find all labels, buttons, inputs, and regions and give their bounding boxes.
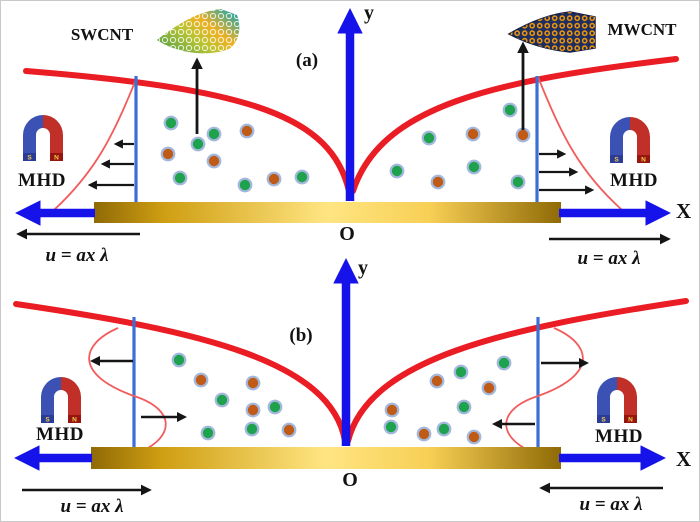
y-axis-label-b: y bbox=[358, 257, 368, 279]
green-nanoparticle bbox=[237, 177, 253, 193]
x-axis-label-b: X bbox=[676, 447, 692, 471]
green-nanoparticle bbox=[389, 163, 405, 179]
velocity-profile-b-left bbox=[88, 327, 167, 452]
origin-label-b: O bbox=[342, 469, 358, 491]
green-nanoparticle bbox=[421, 130, 437, 146]
green-nanoparticle bbox=[510, 174, 526, 190]
velocity-arrows-b-right bbox=[491, 357, 590, 430]
green-nanoparticle bbox=[163, 115, 179, 131]
mhd-label-b-left: MHD bbox=[36, 424, 84, 445]
green-nanoparticle bbox=[294, 169, 310, 185]
orange-nanoparticle bbox=[193, 372, 209, 388]
boundary-layer-curve-a-right bbox=[350, 56, 679, 194]
green-nanoparticle bbox=[456, 399, 472, 415]
green-nanoparticle bbox=[502, 102, 518, 118]
orange-nanoparticle bbox=[515, 127, 531, 143]
green-nanoparticle bbox=[244, 421, 260, 437]
magnet-a-left bbox=[23, 115, 63, 162]
green-nanoparticle bbox=[206, 126, 222, 142]
green-nanoparticle bbox=[453, 364, 469, 380]
boundary-layer-curve-b-left bbox=[13, 301, 348, 444]
mwcnt-illustration bbox=[507, 11, 596, 53]
shrinking-sheet-b bbox=[91, 447, 561, 469]
orange-nanoparticle bbox=[206, 153, 222, 169]
green-nanoparticle bbox=[267, 399, 283, 415]
panel-a bbox=[15, 8, 679, 245]
velocity-profile-a-right bbox=[537, 76, 623, 211]
particles-a bbox=[160, 102, 531, 193]
green-nanoparticle bbox=[383, 419, 399, 435]
orange-nanoparticle bbox=[416, 426, 432, 442]
green-nanoparticle bbox=[171, 352, 187, 368]
y-axis-label-a: y bbox=[364, 2, 374, 24]
orange-nanoparticle bbox=[239, 123, 255, 139]
wall-velocity-eq-b-left: u = ax λ bbox=[60, 496, 124, 517]
velocity-arrows-a-right bbox=[539, 149, 595, 195]
green-nanoparticle bbox=[436, 421, 452, 437]
velocity-profile-b-right bbox=[505, 327, 584, 452]
panel-b bbox=[13, 258, 689, 496]
orange-nanoparticle bbox=[266, 171, 282, 187]
origin-label-a: O bbox=[339, 223, 355, 245]
mwcnt-label: MWCNT bbox=[607, 20, 677, 39]
magnet-b-right bbox=[597, 377, 637, 424]
x-axis-label-a: X bbox=[676, 199, 692, 223]
magnet-a-right bbox=[610, 117, 650, 164]
orange-nanoparticle bbox=[466, 429, 482, 445]
swcnt-label: SWCNT bbox=[70, 25, 134, 44]
mhd-label-a-right: MHD bbox=[610, 170, 658, 191]
orange-nanoparticle bbox=[281, 422, 297, 438]
panel-b-tag: (b) bbox=[289, 325, 313, 346]
mhd-label-a-left: MHD bbox=[18, 170, 66, 191]
velocity-arrows-b-left bbox=[89, 355, 188, 423]
orange-nanoparticle bbox=[245, 375, 261, 391]
velocity-arrows-a-left bbox=[87, 139, 134, 190]
wall-velocity-eq-b-right: u = ax λ bbox=[579, 494, 643, 515]
orange-nanoparticle bbox=[430, 174, 446, 190]
orange-nanoparticle bbox=[160, 146, 176, 162]
orange-nanoparticle bbox=[481, 380, 497, 396]
orange-nanoparticle bbox=[245, 402, 261, 418]
velocity-profile-a-left bbox=[53, 76, 138, 211]
wall-velocity-eq-a-left: u = ax λ bbox=[45, 245, 109, 266]
green-nanoparticle bbox=[200, 425, 216, 441]
green-nanoparticle bbox=[190, 136, 206, 152]
boundary-layer-curve-b-right bbox=[345, 298, 689, 444]
swcnt-illustration bbox=[157, 9, 240, 54]
orange-nanoparticle bbox=[384, 402, 400, 418]
orange-nanoparticle bbox=[429, 373, 445, 389]
green-nanoparticle bbox=[466, 159, 482, 175]
green-nanoparticle bbox=[214, 392, 230, 408]
boundary-layer-curve-a-left bbox=[23, 68, 352, 194]
magnet-b-left bbox=[41, 377, 81, 424]
particles-b bbox=[171, 352, 512, 445]
mhd-label-b-right: MHD bbox=[595, 426, 643, 447]
panel-a-tag: (a) bbox=[295, 50, 319, 71]
stretching-sheet-a bbox=[94, 202, 561, 223]
green-nanoparticle bbox=[496, 355, 512, 371]
orange-nanoparticle bbox=[465, 126, 481, 142]
green-nanoparticle bbox=[172, 170, 188, 186]
wall-velocity-eq-a-right: u = ax λ bbox=[577, 248, 641, 269]
